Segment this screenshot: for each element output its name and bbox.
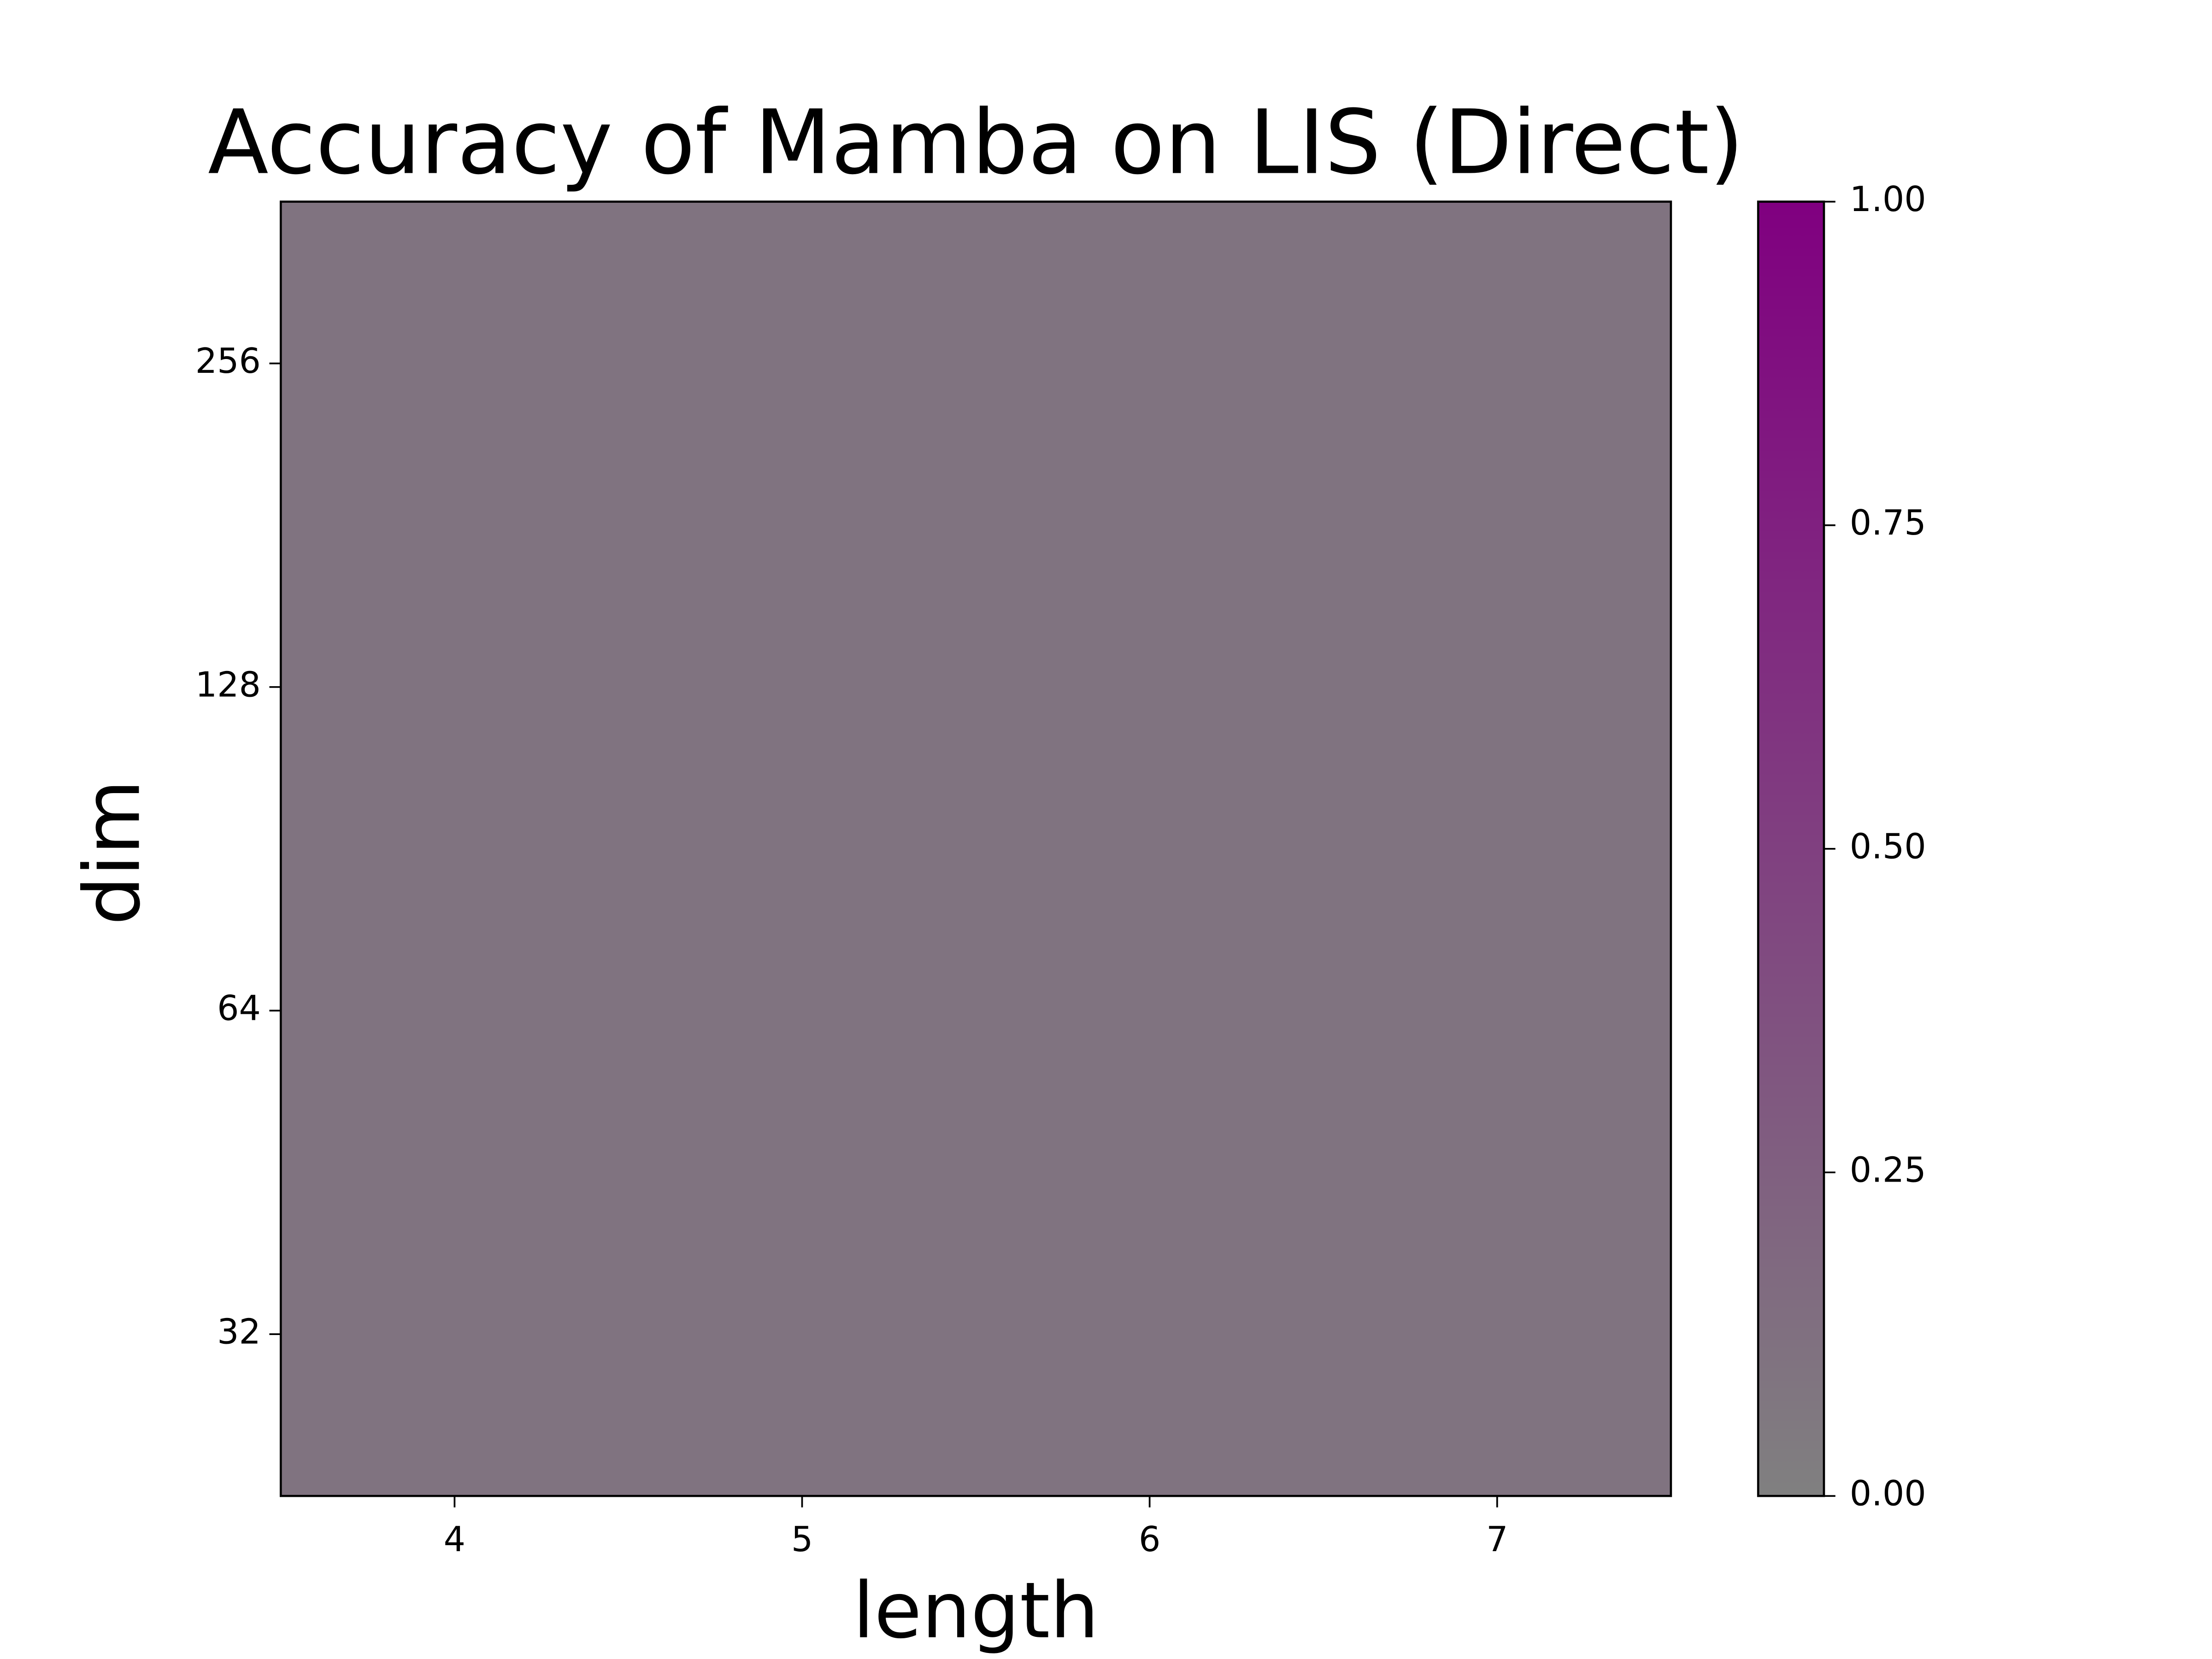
heatmap-cell: [281, 201, 629, 526]
heatmap-cell: [1323, 201, 1672, 526]
heatmap-cell: [976, 525, 1324, 850]
x-axis-label: length: [853, 1565, 1099, 1656]
heatmap-cell: [1323, 1172, 1672, 1497]
x-tick-label: 4: [444, 1519, 465, 1559]
x-tick-label: 6: [1139, 1519, 1160, 1559]
y-tick-label: 128: [195, 665, 261, 705]
heatmap-cell: [976, 201, 1324, 526]
x-tick-label: 7: [1486, 1519, 1508, 1559]
heatmap-cell: [1323, 848, 1672, 1173]
plot-frame: [279, 200, 1672, 1497]
colorbar-tick-label: 0.25: [1850, 1150, 1926, 1190]
heatmap-cell: [281, 848, 629, 1173]
heatmap-cell: [628, 848, 977, 1173]
heatmap-cell: [1323, 525, 1672, 850]
y-tick-label: 64: [217, 988, 261, 1028]
y-tick-label: 256: [195, 341, 261, 381]
colorbar-tick-label: 0.50: [1850, 826, 1926, 866]
x-tick-label: 5: [791, 1519, 813, 1559]
heatmap-cell: [628, 1172, 977, 1497]
colorbar-tick-label: 1.00: [1850, 179, 1926, 219]
heatmap-cell: [628, 201, 977, 526]
colorbar: [1757, 200, 1825, 1497]
heatmap-cell: [976, 848, 1324, 1173]
colorbar-tick-label: 0.00: [1850, 1474, 1926, 1514]
heatmap-cell: [281, 525, 629, 850]
colorbar-tick-label: 0.75: [1850, 503, 1926, 543]
heatmap-cell: [628, 525, 977, 850]
chart-title: Accuracy of Mamba on LIS (Direct): [208, 91, 1744, 194]
y-tick-label: 32: [217, 1312, 261, 1352]
heatmap-cell: [976, 1172, 1324, 1497]
heatmap-cell: [281, 1172, 629, 1497]
y-axis-label: dim: [67, 780, 157, 925]
